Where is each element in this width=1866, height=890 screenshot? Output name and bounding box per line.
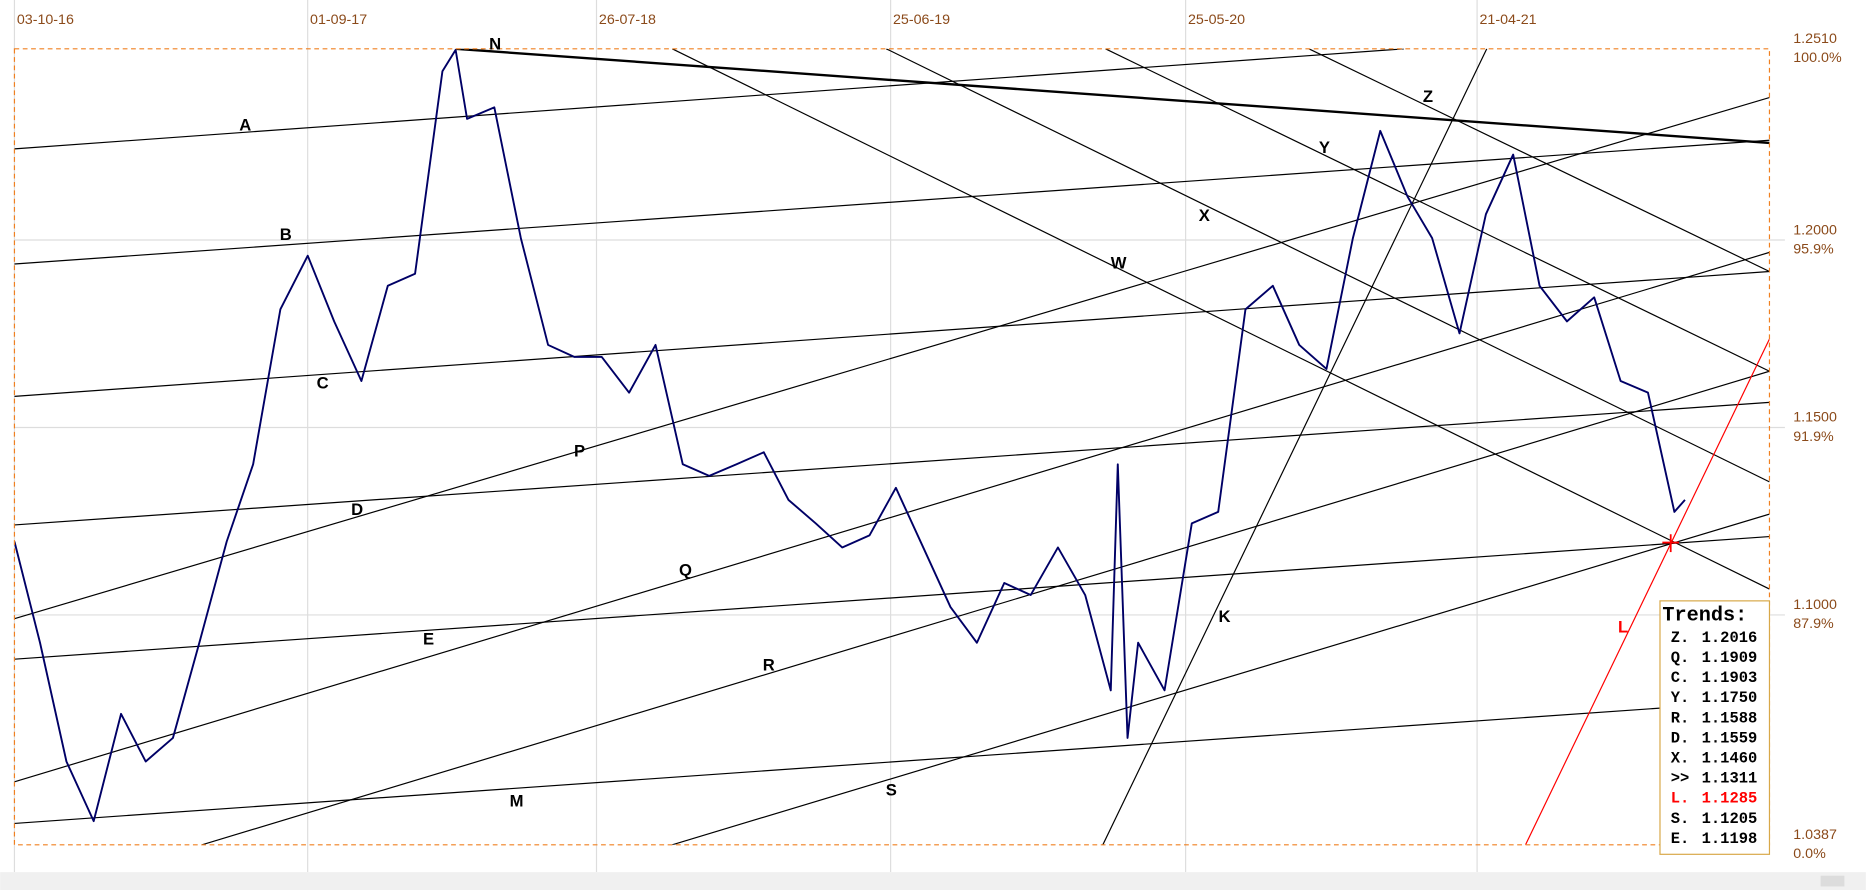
trendline [14,401,1770,526]
trends-box-frame [1659,600,1771,855]
trend-row-value: 1.1750 [1702,689,1758,707]
x-tick-label: 25-06-19 [893,12,950,28]
trendline [14,139,1770,265]
trendline-label: D [351,500,363,519]
y-tick-label: 1.1000 [1793,597,1837,613]
trends-title: Trends: [1662,604,1747,627]
trendline-label: N [489,35,501,54]
trend-row-value: 1.1285 [1702,790,1758,808]
trend-row-label: R. [1671,709,1690,727]
scrollbar [0,872,1866,890]
trendline-label: E [423,630,434,649]
trend-row-label: E. [1671,830,1690,848]
trendline-label: M [510,791,524,810]
trend-row-label: S. [1671,810,1690,828]
y-tick-label: 1.0387 [1793,827,1837,843]
trend-row-value: 1.1460 [1702,749,1758,767]
trendline-label: Q [679,561,692,580]
trendline [885,48,1770,483]
trendline-label: R [763,656,775,675]
trend-row-value: 1.1588 [1702,709,1758,727]
trendline [1105,48,1770,372]
trendline [1308,48,1770,273]
trend-row-value: 1.1903 [1702,669,1758,687]
scroll-thumb [1820,875,1845,887]
trendline-label: B [280,225,292,244]
trends-box: Trends: Z. 1.2016 Q. 1.1909 C. 1.1903 Y. 1.1750… [1659,600,1771,855]
trendline-label: P [574,442,585,461]
y-percent-label: 0.0% [1793,846,1826,862]
trendline [14,535,1770,660]
trend-row-label: Y. [1671,689,1690,707]
trend-row-label: Q. [1671,649,1690,667]
x-tick-label: 01-09-17 [310,12,367,28]
trendline [14,270,1770,397]
trendline-label: S [886,781,897,800]
labels: 03-10-16 01-09-17 26-07-18 25-06-19 25-05-20… [17,12,1842,862]
trendline-label: X [1199,206,1210,225]
trend-row-label: Z. [1671,629,1690,647]
trend-row-label: D. [1671,729,1690,747]
plot-frame [13,48,1771,846]
trendline [14,96,1770,620]
trendline-label: K [1218,607,1230,626]
trend-row-value: 1.1198 [1702,830,1758,848]
trendline [201,370,1770,845]
trendlines [14,48,1770,845]
y-percent-label: 95.9% [1793,241,1834,257]
trend-row-value: 1.1909 [1702,649,1758,667]
x-tick-label: 21-04-21 [1479,12,1536,28]
trendline [14,699,1770,825]
trendline-label: Z [1423,87,1433,106]
trendline-label: L [1618,618,1628,637]
trendline-label: A [239,116,251,135]
trend-row-value: 1.1311 [1702,770,1758,788]
trend-row-label: L. [1671,790,1690,808]
grid [13,0,1785,873]
x-tick-label: 03-10-16 [17,12,74,28]
trendline-label: C [317,374,329,393]
y-percent-label: 91.9% [1793,429,1834,445]
trend-row-label: X. [1671,749,1690,767]
y-tick-label: 1.2510 [1793,31,1837,47]
trendline-label: Y [1319,138,1330,157]
trendline-label: W [1111,254,1127,273]
trendline [455,48,1770,145]
trendline [1102,48,1488,845]
trend-row-value: 1.2016 [1702,629,1758,647]
trendline [1524,338,1770,845]
y-tick-label: 1.2000 [1793,222,1837,238]
trend-row-value: 1.1205 [1702,810,1758,828]
x-tick-label: 26-07-18 [599,12,656,28]
trendline [672,513,1770,845]
trend-row-label: C. [1671,669,1690,687]
y-tick-label: 1.1500 [1793,410,1837,426]
trendline [14,251,1770,783]
y-percent-label: 100.0% [1793,50,1842,66]
y-percent-label: 87.9% [1793,616,1834,632]
price-line [14,48,1686,823]
trend-row-label: >> [1671,770,1690,788]
trend-row-value: 1.1559 [1702,729,1758,747]
trendline [14,48,1405,150]
price-series [14,48,1686,823]
x-tick-label: 25-05-20 [1188,12,1245,28]
cross-marker [1662,534,1680,553]
trendline [671,48,1770,590]
